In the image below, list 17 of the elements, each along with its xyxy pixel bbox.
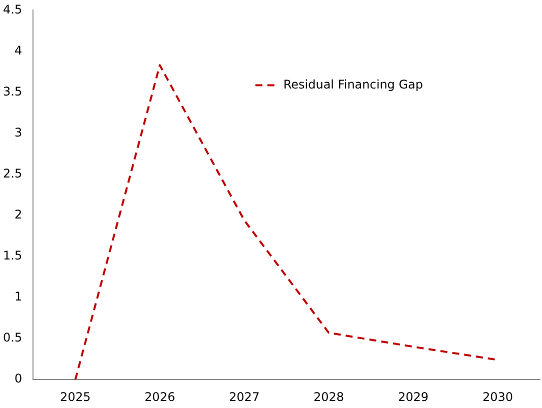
- y-tick-label: 0: [14, 372, 22, 386]
- y-tick-label: 3: [14, 125, 22, 140]
- legend-label: Residual Financing Gap: [283, 77, 424, 92]
- x-tick-label: 2026: [144, 390, 176, 404]
- x-tick-label: 2028: [314, 390, 344, 404]
- y-tick-label: 3.5: [2, 84, 22, 98]
- y-tick-label: 0.5: [2, 330, 22, 345]
- x-tick-label: 2030: [482, 390, 514, 404]
- y-tick-label: 1.5: [2, 248, 22, 263]
- x-tick-label: 2029: [398, 390, 429, 404]
- y-tick-label: 4: [14, 43, 22, 58]
- y-tick-label: 1: [14, 290, 22, 304]
- y-tick-label: 4.5: [2, 2, 22, 16]
- y-tick-label: 2.5: [2, 166, 22, 181]
- x-tick-label: 2027: [229, 390, 260, 404]
- y-tick-label: 2: [14, 208, 22, 222]
- x-tick-label: 2025: [60, 390, 91, 404]
